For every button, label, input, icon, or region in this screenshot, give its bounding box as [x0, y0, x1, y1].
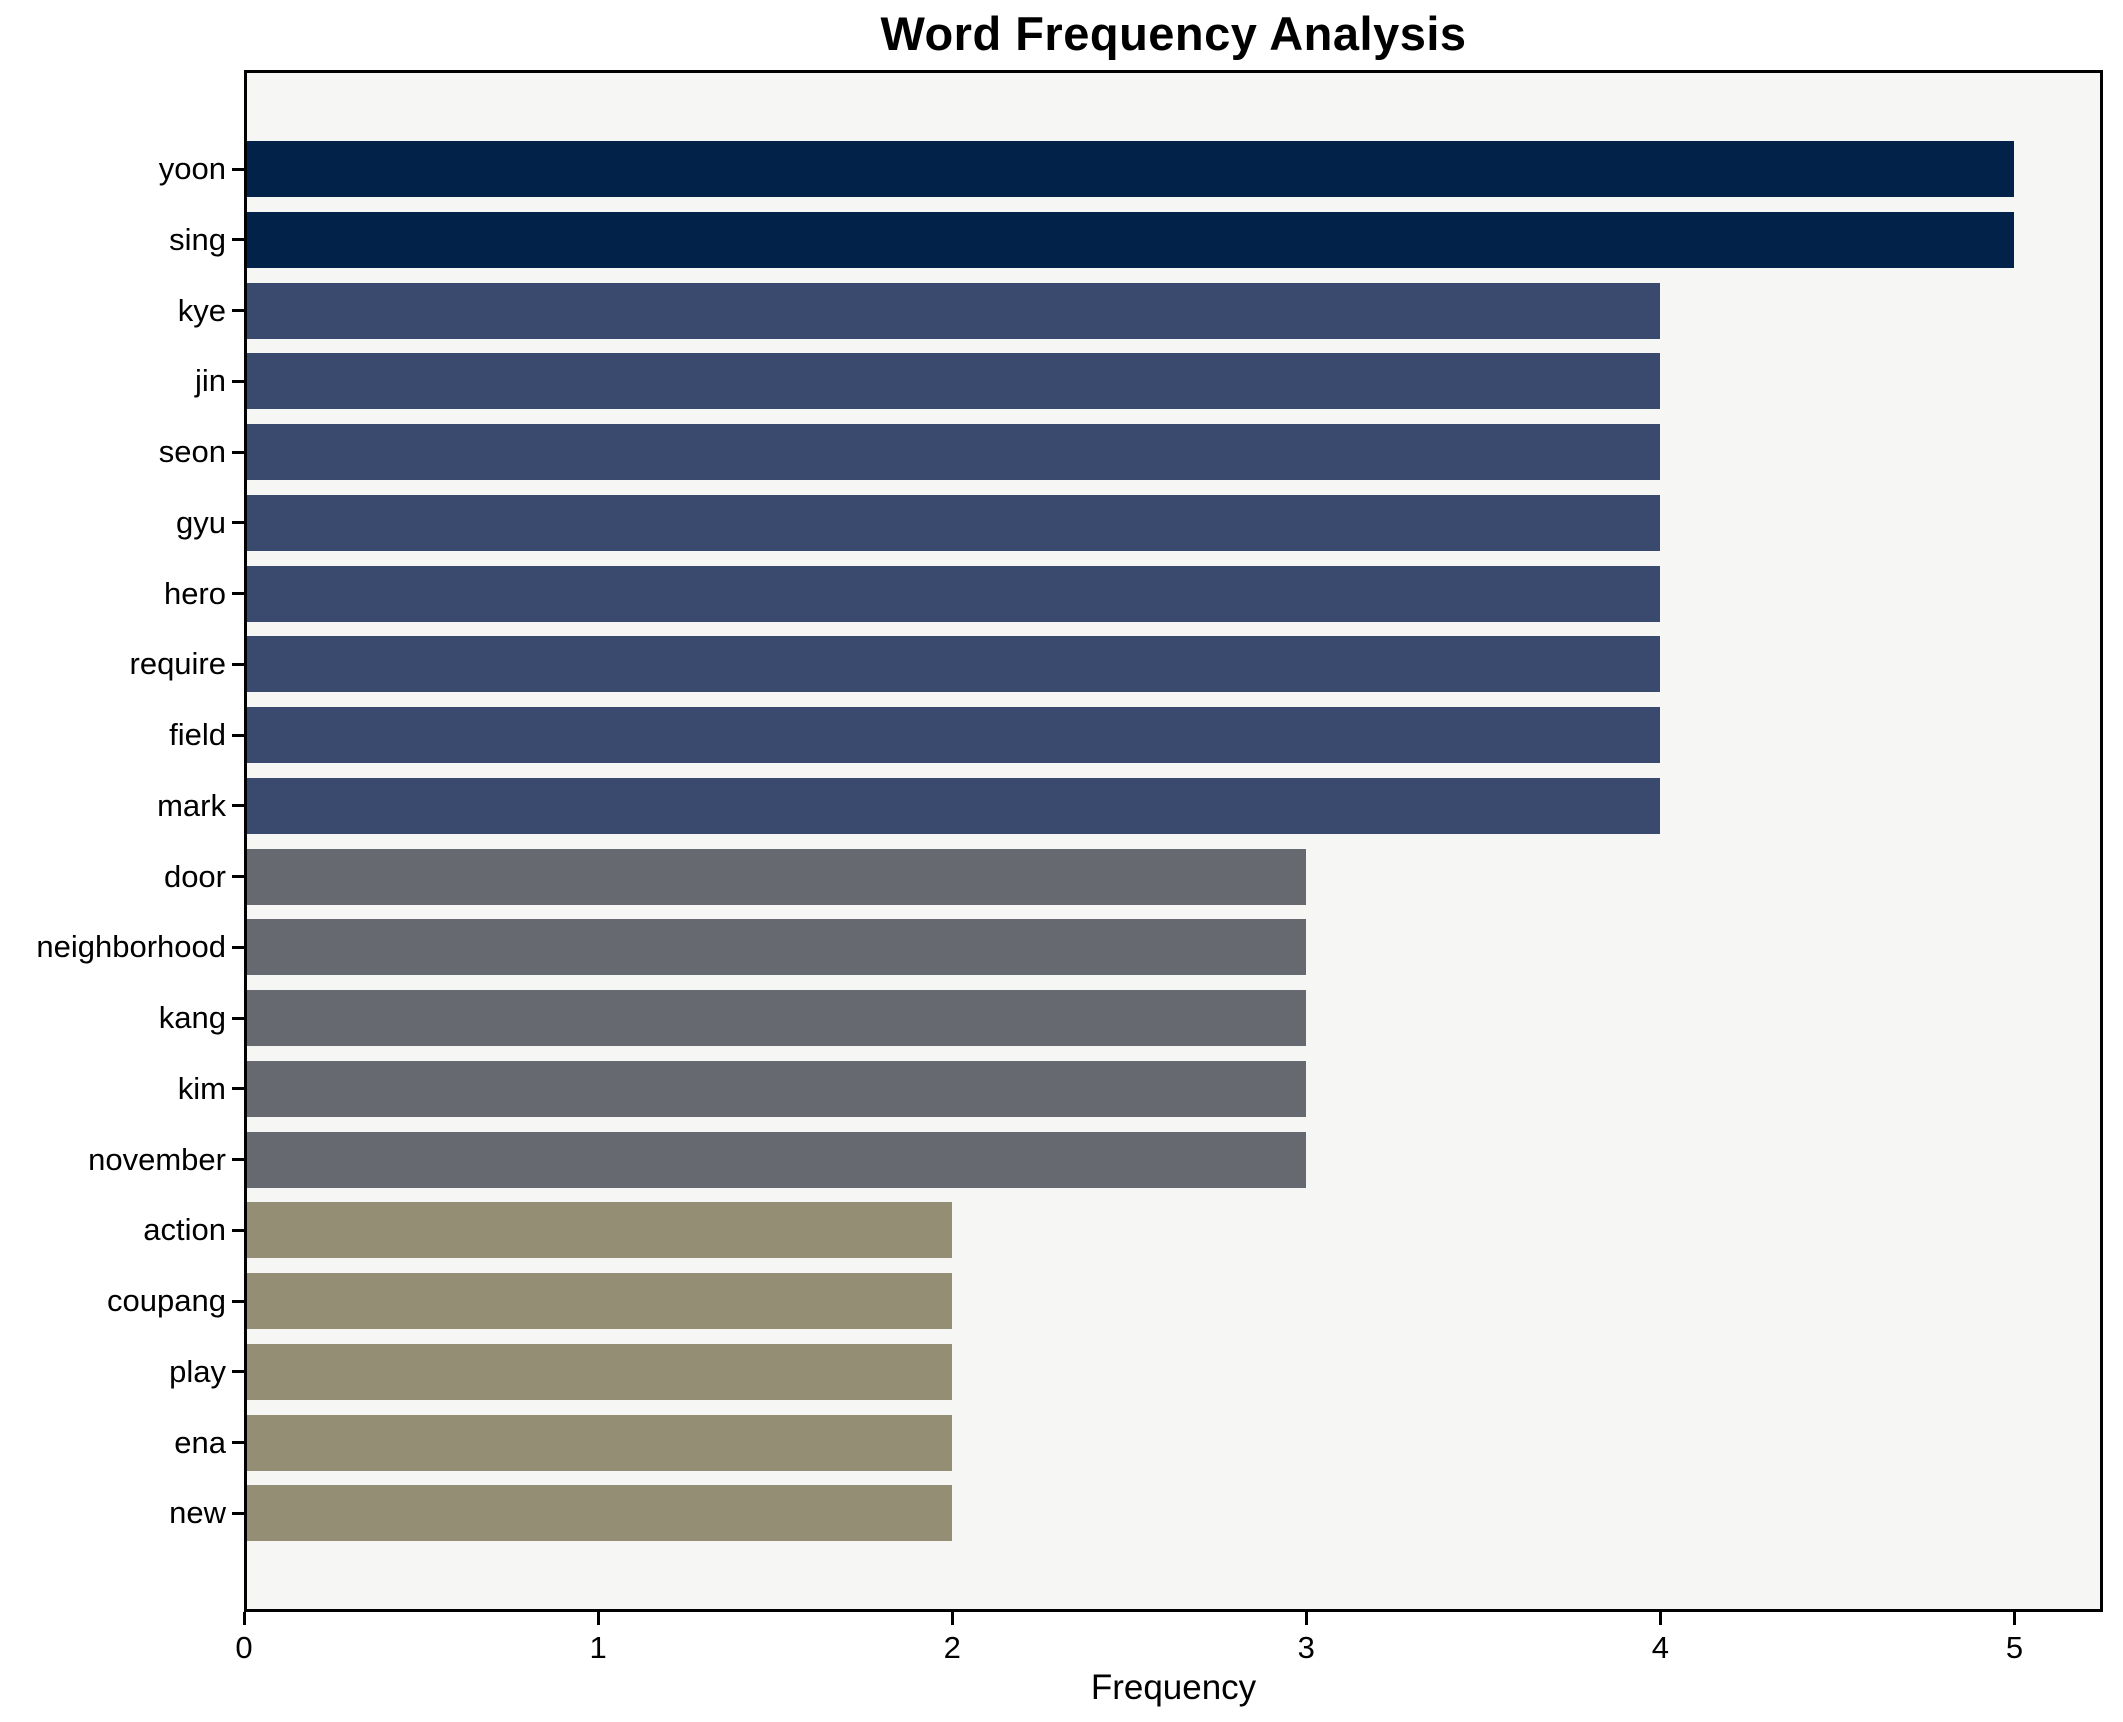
y-tick-mark [232, 238, 244, 242]
y-tick-label-kim: kim [177, 1070, 226, 1106]
bar-action [247, 1202, 953, 1259]
y-tick-mark [232, 379, 244, 383]
x-tick-mark [2012, 1612, 2016, 1625]
bar-seon [247, 424, 1661, 480]
x-tick-mark [242, 1612, 246, 1625]
y-tick-label-sing: sing [169, 221, 226, 257]
x-tick-mark [1304, 1612, 1308, 1625]
x-tick-label-2: 2 [943, 1630, 961, 1665]
y-tick-mark [232, 1511, 244, 1515]
y-tick-label-neighborhood: neighborhood [36, 929, 226, 965]
y-tick-label-mark: mark [157, 787, 226, 823]
y-tick-mark [232, 167, 244, 171]
bar-new [247, 1485, 953, 1542]
bar-yoon [247, 141, 2015, 197]
bar-kim [247, 1060, 1307, 1117]
x-axis-label: Frequency [1090, 1668, 1257, 1707]
x-tick-label-4: 4 [1651, 1630, 1669, 1665]
x-tick-label-0: 0 [235, 1630, 253, 1665]
y-tick-mark [232, 1016, 244, 1020]
y-tick-mark [232, 1158, 244, 1161]
y-tick-mark [232, 309, 244, 312]
y-tick-label-yoon: yoon [158, 151, 226, 186]
y-tick-label-play: play [169, 1353, 226, 1389]
y-tick-mark [232, 1441, 244, 1444]
bar-field [247, 707, 1661, 763]
y-tick-label-action: action [143, 1212, 226, 1248]
y-tick-label-require: require [129, 646, 227, 682]
y-tick-mark [232, 733, 244, 737]
y-tick-label-new: new [169, 1495, 226, 1531]
bar-neighborhood [247, 919, 1307, 976]
x-tick-label-3: 3 [1297, 1630, 1315, 1665]
y-tick-label-hero: hero [163, 575, 226, 611]
y-tick-label-gyu: gyu [176, 504, 226, 540]
bar-november [247, 1131, 1307, 1188]
bar-play [247, 1343, 953, 1400]
bar-hero [247, 565, 1661, 622]
x-tick-label-1: 1 [589, 1630, 607, 1665]
y-tick-mark [232, 1087, 244, 1091]
bar-coupang [247, 1273, 953, 1329]
y-tick-label-kang: kang [158, 1000, 226, 1035]
x-tick-mark [596, 1612, 600, 1625]
y-tick-label-kye: kye [177, 292, 226, 328]
x-tick-mark [950, 1612, 954, 1625]
bar-door [247, 848, 1307, 905]
y-tick-mark [232, 592, 244, 595]
y-tick-label-field: field [169, 717, 226, 752]
bar-sing [247, 211, 2015, 268]
y-tick-mark [232, 875, 244, 878]
x-tick-label-5: 5 [2005, 1630, 2024, 1665]
y-tick-mark [232, 1228, 244, 1232]
bar-kang [247, 990, 1307, 1046]
bar-ena [247, 1414, 953, 1471]
y-tick-mark [232, 662, 244, 666]
bar-require [247, 636, 1661, 693]
y-tick-label-jin: jin [194, 363, 226, 399]
y-tick-mark [232, 1370, 244, 1374]
y-tick-mark [232, 804, 244, 808]
chart-title: Word Frequency Analysis [880, 7, 1467, 60]
bar-mark [247, 777, 1661, 834]
y-tick-label-door: door [163, 858, 226, 894]
y-tick-mark [232, 1299, 244, 1303]
y-tick-label-november: november [88, 1141, 226, 1177]
y-tick-label-seon: seon [158, 434, 226, 469]
x-tick-mark [1658, 1612, 1662, 1625]
y-tick-label-ena: ena [174, 1424, 226, 1460]
y-tick-label-coupang: coupang [107, 1283, 226, 1318]
plot-area [244, 70, 2103, 1612]
y-tick-mark [232, 450, 244, 454]
y-tick-mark [232, 945, 244, 949]
y-tick-mark [232, 521, 244, 525]
bar-jin [247, 353, 1661, 410]
bar-gyu [247, 494, 1661, 551]
bar-kye [247, 282, 1661, 339]
